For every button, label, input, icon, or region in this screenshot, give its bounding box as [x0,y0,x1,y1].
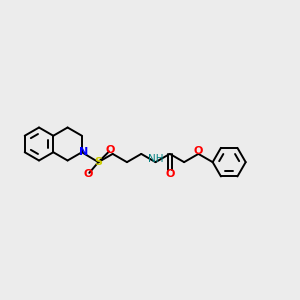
Text: O: O [106,145,115,155]
Text: O: O [84,169,93,179]
Text: O: O [194,146,203,156]
Text: O: O [165,169,175,179]
Text: S: S [94,157,102,167]
Text: NH: NH [148,154,163,164]
Text: N: N [79,147,88,157]
